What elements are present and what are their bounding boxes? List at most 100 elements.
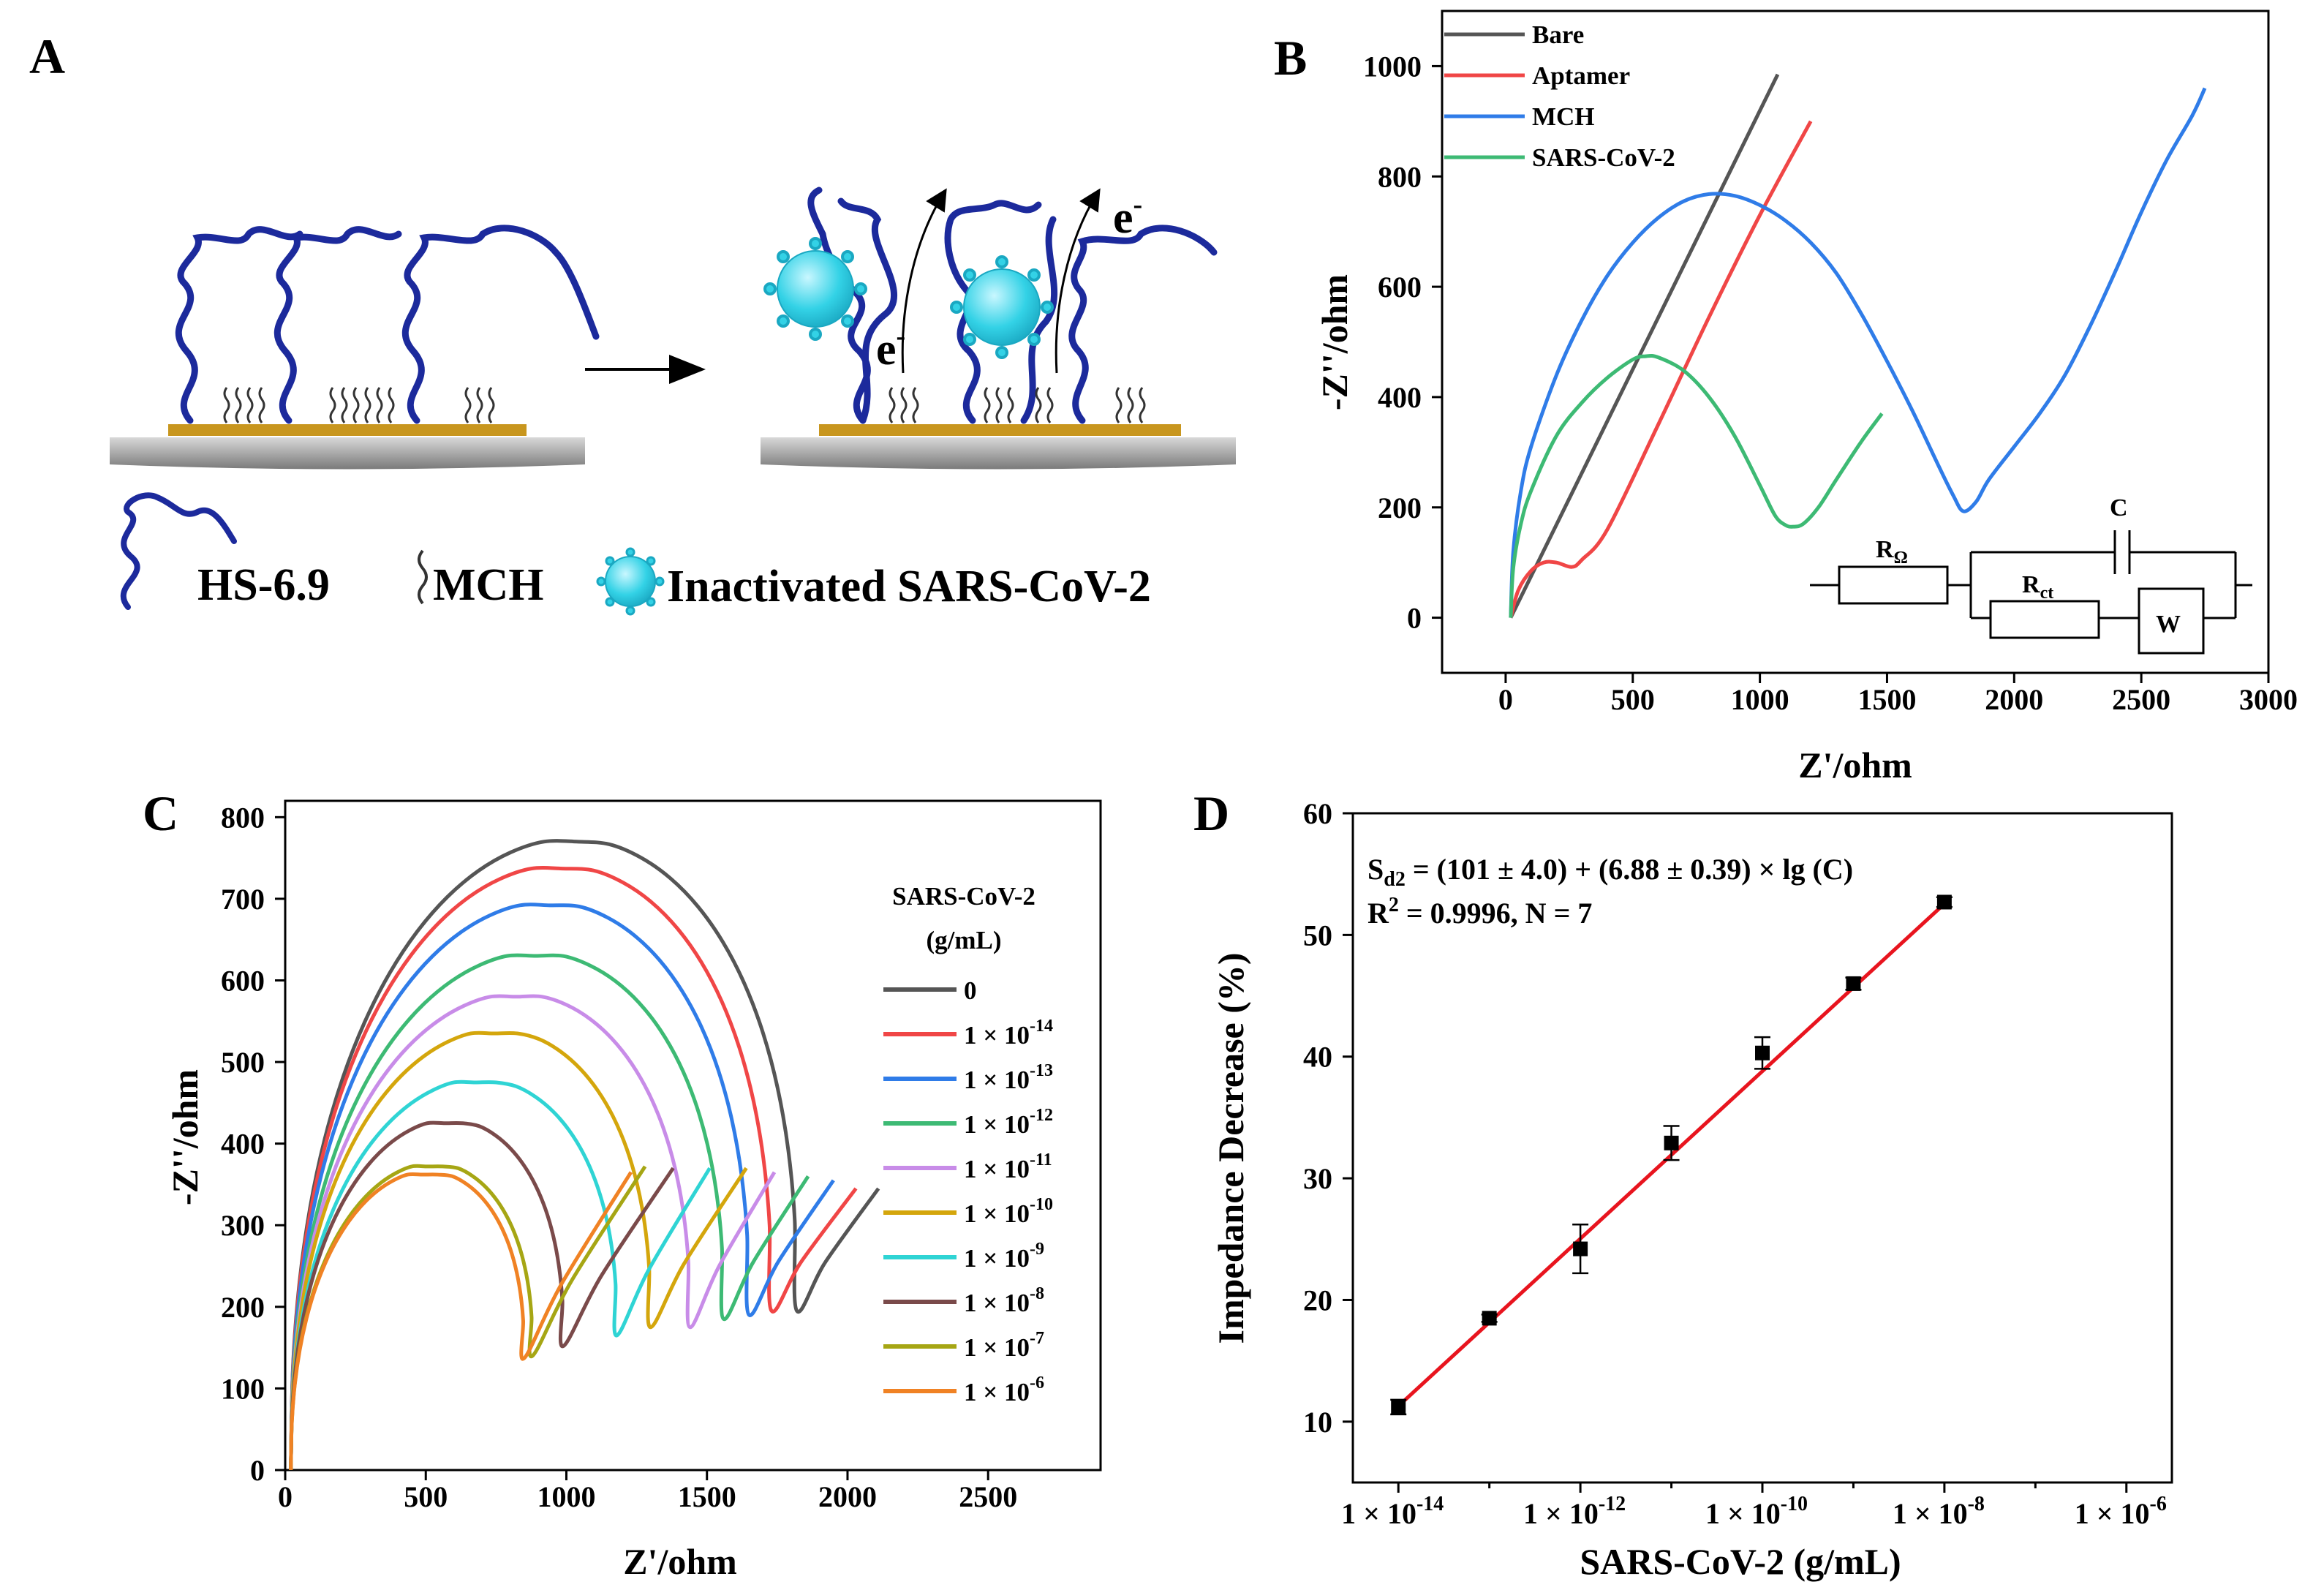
fit-r-squared: R2 = 0.9996, N = 7: [1367, 894, 1592, 930]
legend-label: 0: [964, 976, 977, 1005]
data-points: [1390, 894, 1953, 1416]
data-point: [1482, 1311, 1497, 1326]
plot-frame: [284, 799, 1102, 1472]
y-axis-label: -Z''/ohm: [1314, 274, 1355, 410]
legend-label: MCH: [1532, 102, 1595, 131]
legend-label: 1 × 10-7: [964, 1329, 1044, 1362]
series-line: [289, 1164, 647, 1471]
y-tick-label: 200: [221, 1291, 265, 1324]
warburg-element: [2138, 587, 2205, 655]
panel-c-label: C: [143, 785, 178, 841]
electron-label: e-: [1113, 189, 1142, 243]
legend-label: Aptamer: [1532, 61, 1630, 90]
legend-label: 1 × 10-9: [964, 1240, 1044, 1273]
data-point: [1664, 1135, 1679, 1150]
x-tick-label: 500: [404, 1480, 448, 1513]
y-tick-label: 10: [1303, 1406, 1332, 1439]
panel-a-legend: HS-6.9 MCH Inactivated SARS-CoV-2: [120, 492, 1151, 616]
series-line-mch: [1509, 87, 2207, 618]
y-tick-label: 200: [1378, 491, 1422, 524]
legend-title: SARS-CoV-2: [892, 882, 1035, 911]
aptamer-strands-right: [807, 186, 1218, 424]
x-axis-label: Z'/ohm: [623, 1541, 737, 1582]
legend-label: 1 × 10-12: [964, 1106, 1053, 1139]
r-omega-resistor: [1838, 565, 1949, 605]
plot-frame: [1441, 10, 2270, 674]
x-tick-label: 1 × 10-10: [1705, 1493, 1808, 1530]
y-tick-label: 300: [221, 1209, 265, 1242]
x-tick-label: 0: [278, 1480, 293, 1513]
legend-label: 1 × 10-8: [964, 1284, 1044, 1317]
legend-label: 1 × 10-11: [964, 1150, 1052, 1183]
y-tick-label: 400: [1378, 381, 1422, 414]
panel-d-chart: D 1 × 10-14 1 × 10-12 1 × 10-10 1 × 10-8 1 ×…: [1193, 785, 2173, 1582]
series-line: [289, 994, 777, 1471]
r-omega-label: RΩ: [1876, 536, 1908, 568]
y-axis-label: -Z''/ohm: [165, 1069, 205, 1205]
warburg-label: W: [2156, 611, 2181, 638]
y-tick-label: 700: [221, 883, 265, 916]
x-tick-label: 1 × 10-12: [1523, 1493, 1626, 1530]
legend: 0 1 × 10-14 1 × 10-13 1 × 10-12 1 × 10-11 1 ×…: [883, 976, 1053, 1406]
x-tick-label: 1 × 10-14: [1341, 1493, 1444, 1530]
x-tick-label: 0: [1498, 683, 1513, 716]
legend-label: SARS-CoV-2: [1532, 143, 1675, 172]
x-tick-label: 2000: [818, 1480, 877, 1513]
y-tick-label: 400: [221, 1128, 265, 1161]
x-tick-label: 2000: [1985, 683, 2043, 716]
x-tick-label: 1500: [678, 1480, 736, 1513]
mch-layer-left: [223, 387, 495, 423]
dna-strand-icon: [120, 492, 237, 610]
x-axis-label: Z'/ohm: [1798, 745, 1912, 785]
x-tick-label: 1 × 10-6: [2075, 1493, 2167, 1530]
panel-b-chart: B 0 500 1000 1500 2000 2500 3000 0 200 400 600 800 1…: [1274, 10, 2298, 785]
x-tick-label: 1000: [537, 1480, 595, 1513]
x-tick-label: 1500: [1857, 683, 1916, 716]
legend: Bare Aptamer MCH SARS-CoV-2: [1444, 20, 1675, 172]
y-tick-label: 600: [1378, 271, 1422, 304]
legend-virus: Inactivated SARS-CoV-2: [667, 562, 1151, 611]
y-tick-label: 1000: [1363, 50, 1422, 83]
series-line: [289, 839, 880, 1471]
virus-icon: [596, 547, 665, 616]
series-line-sars: [1509, 353, 1884, 618]
y-tick-label: 30: [1303, 1162, 1332, 1195]
panel-c-chart: C 0 500 1000 1500 2000 2500 0 100 200 300 400 500 60…: [143, 785, 1102, 1582]
legend-mch: MCH: [433, 560, 544, 610]
y-tick-label: 0: [1407, 602, 1422, 635]
legend-label: Bare: [1532, 20, 1584, 49]
r-ct-label: Rct: [2022, 571, 2053, 603]
x-tick-label: 3000: [2239, 683, 2298, 716]
fit-equation: Sd2 = (101 ± 4.0) + (6.88 ± 0.39) × lg (…: [1367, 853, 1853, 891]
electrode-right: [761, 424, 1236, 470]
data-point: [1755, 1045, 1770, 1060]
data-point: [1936, 894, 1952, 910]
y-tick-label: 20: [1303, 1284, 1332, 1316]
panel-a-label: A: [29, 29, 65, 84]
x-tick-label: 2500: [2112, 683, 2170, 716]
y-tick-label: 500: [221, 1046, 265, 1079]
x-tick-label: 2500: [959, 1480, 1017, 1513]
capacitor-label: C: [2110, 494, 2128, 521]
gold-layer-left: [168, 424, 527, 436]
x-tick-label: 1 × 10-8: [1893, 1493, 1985, 1530]
series-line: [289, 1171, 633, 1471]
mch-icon: [418, 549, 428, 605]
x-tick-label: 500: [1611, 683, 1655, 716]
series-line: [289, 1080, 712, 1471]
x-axis-label: SARS-CoV-2 (g/mL): [1580, 1541, 1901, 1582]
y-tick-label: 100: [221, 1372, 265, 1405]
y-tick-label: 60: [1303, 797, 1332, 830]
y-tick-label: 50: [1303, 919, 1332, 952]
axis-ticks: 0 500 1000 1500 2000 2500 0 100 200 300 400 500 600 7…: [221, 801, 1017, 1513]
y-tick-label: 800: [221, 801, 265, 834]
virus-icon: [763, 237, 867, 341]
series-line-aptamer: [1509, 120, 1813, 619]
legend-title: (g/mL): [926, 926, 1001, 954]
mch-layer-right: [889, 387, 1146, 423]
series-line: [289, 903, 835, 1471]
legend-label: 1 × 10-14: [964, 1017, 1053, 1050]
axis-ticks: 1 × 10-14 1 × 10-12 1 × 10-10 1 × 10-8 1 × 1…: [1303, 797, 2167, 1530]
series-line: [289, 865, 858, 1471]
